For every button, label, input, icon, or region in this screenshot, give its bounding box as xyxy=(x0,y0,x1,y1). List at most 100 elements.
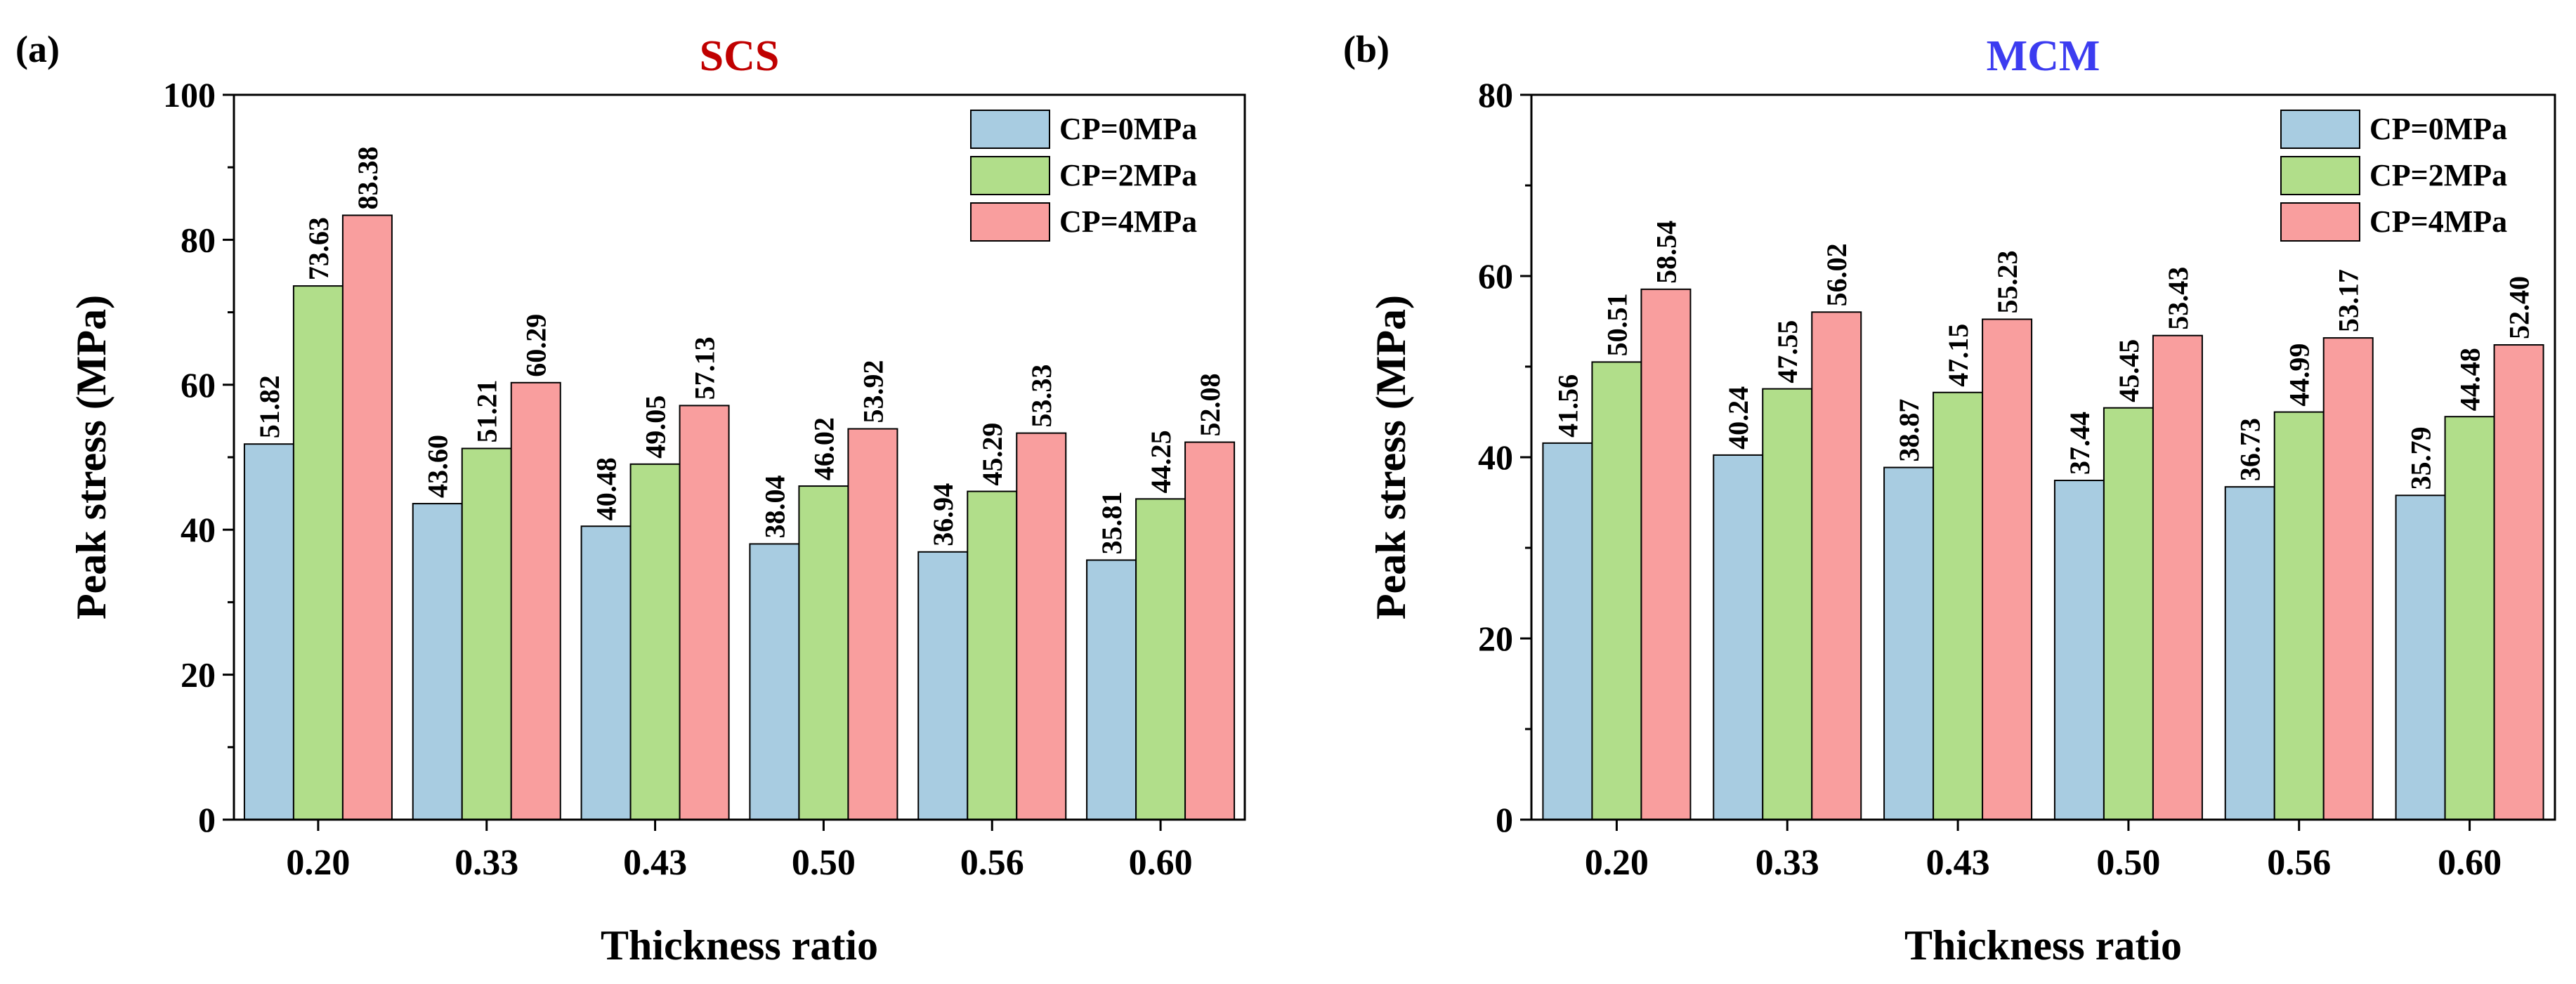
bar-cp-4mpa-0.56 xyxy=(2322,337,2374,820)
data-label: 36.94 xyxy=(927,483,959,546)
bar-cp-0mpa-0.56 xyxy=(917,551,969,820)
data-label: 44.25 xyxy=(1145,430,1177,493)
data-label: 73.63 xyxy=(303,217,334,280)
data-label: 45.45 xyxy=(2113,339,2145,402)
x-axis-label: Thickness ratio xyxy=(601,922,878,969)
x-tick-label: 0.56 xyxy=(960,843,1024,883)
bar-cp-4mpa-0.60 xyxy=(2493,344,2544,821)
bar-cp-4mpa-0.50 xyxy=(2152,334,2203,820)
legend-label: CP=0MPa xyxy=(1059,112,1197,146)
bar-cp-0mpa-0.50 xyxy=(2053,480,2105,820)
y-tick-label: 60 xyxy=(181,365,216,405)
bar-cp-0mpa-0.20 xyxy=(1542,442,1593,820)
chart-title: MCM xyxy=(1987,32,2100,80)
data-label: 41.56 xyxy=(1552,374,1583,438)
bar-cp-2mpa-0.20 xyxy=(292,285,344,820)
data-label: 37.44 xyxy=(2064,412,2096,475)
legend-label: CP=4MPa xyxy=(2369,204,2507,239)
x-tick-label: 0.56 xyxy=(2267,843,2331,883)
bar-cp-0mpa-0.60 xyxy=(1086,559,1137,820)
bar-cp-4mpa-0.33 xyxy=(510,381,561,820)
x-tick-label: 0.43 xyxy=(623,843,687,883)
y-tick-label: 60 xyxy=(1478,256,1513,296)
data-label: 58.54 xyxy=(1650,221,1682,284)
bar-cp-0mpa-0.20 xyxy=(243,443,294,820)
data-label: 53.43 xyxy=(2162,267,2194,330)
y-tick-label: 20 xyxy=(181,655,216,695)
data-label: 60.29 xyxy=(521,314,552,377)
legend-label: CP=2MPa xyxy=(2369,158,2507,192)
data-label: 38.87 xyxy=(1893,399,1925,462)
data-label: 44.48 xyxy=(2454,348,2486,411)
legend-swatch xyxy=(970,156,1050,195)
data-label: 46.02 xyxy=(808,417,839,480)
y-tick-label: 80 xyxy=(181,220,216,259)
data-label: 35.81 xyxy=(1096,491,1127,554)
data-label: 43.60 xyxy=(422,435,454,498)
data-label: 57.13 xyxy=(689,336,721,400)
panel-label: (a) xyxy=(15,28,60,70)
x-tick-label: 0.20 xyxy=(286,843,350,883)
y-tick-label: 80 xyxy=(1478,75,1513,114)
data-label: 47.15 xyxy=(1942,324,1974,387)
y-tick-label: 20 xyxy=(1478,619,1513,658)
bar-cp-0mpa-0.43 xyxy=(580,525,632,820)
data-label: 53.17 xyxy=(2333,269,2365,332)
bar-cp-2mpa-0.56 xyxy=(967,490,1018,820)
legend: CP=0MPa CP=2MPa CP=4MPa xyxy=(2280,110,2507,242)
x-tick-label: 0.20 xyxy=(1585,843,1649,883)
y-tick-label: 0 xyxy=(1496,800,1513,839)
data-label: 40.48 xyxy=(591,457,622,520)
bar-cp-0mpa-0.50 xyxy=(749,543,800,820)
bar-cp-4mpa-0.20 xyxy=(341,214,393,821)
data-label: 53.92 xyxy=(857,360,889,424)
plot-frame xyxy=(233,93,1246,821)
legend-label: CP=4MPa xyxy=(1059,204,1197,239)
data-label: 44.99 xyxy=(2284,343,2315,407)
panel-label: (b) xyxy=(1343,28,1390,70)
bar-cp-4mpa-0.20 xyxy=(1640,288,1692,821)
bar-cp-2mpa-0.20 xyxy=(1591,361,1642,820)
chart-title: SCS xyxy=(700,32,780,80)
bar-cp-0mpa-0.43 xyxy=(1883,466,1935,821)
y-axis-label: Peak stress (MPa) xyxy=(68,295,115,619)
bar-cp-4mpa-0.50 xyxy=(847,428,898,820)
data-label: 50.51 xyxy=(1601,293,1633,356)
bar-cp-0mpa-0.56 xyxy=(2224,486,2275,820)
bar-cp-4mpa-0.56 xyxy=(1016,432,1067,820)
legend-swatch xyxy=(2280,202,2360,242)
y-tick-label: 40 xyxy=(181,510,216,549)
bar-cp-2mpa-0.33 xyxy=(1762,388,1813,820)
data-label: 83.38 xyxy=(352,147,384,210)
bar-cp-2mpa-0.50 xyxy=(798,485,849,820)
bar-cp-4mpa-0.33 xyxy=(1811,311,1862,821)
x-tick-label: 0.33 xyxy=(455,843,518,883)
data-label: 53.33 xyxy=(1026,365,1057,428)
data-label: 38.04 xyxy=(759,475,790,538)
y-tick-label: 0 xyxy=(198,800,216,839)
data-label: 49.05 xyxy=(640,395,672,459)
legend-label: CP=0MPa xyxy=(2369,112,2507,146)
legend-label: CP=2MPa xyxy=(1059,158,1197,192)
legend-swatch xyxy=(970,110,1050,149)
x-tick-label: 0.60 xyxy=(2438,843,2502,883)
data-label: 52.40 xyxy=(2504,276,2535,339)
plot-frame xyxy=(1530,93,2556,821)
bar-cp-4mpa-0.60 xyxy=(1184,441,1236,820)
bar-cp-0mpa-0.60 xyxy=(2395,494,2446,821)
y-axis-label: Peak stress (MPa) xyxy=(1368,295,1414,619)
legend-swatch xyxy=(2280,110,2360,149)
chart-panel-1: (b) MCM 41.56 50.51 58.54 0.20 40.24 47.55 56.02… xyxy=(1343,28,2556,969)
data-label: 45.29 xyxy=(976,423,1008,486)
data-label: 47.55 xyxy=(1772,320,1803,383)
y-tick-label: 100 xyxy=(163,75,216,114)
x-tick-label: 0.50 xyxy=(2096,843,2160,883)
data-label: 40.24 xyxy=(1722,386,1754,450)
bar-cp-2mpa-0.43 xyxy=(1933,391,1984,820)
chart-panel-0: (a) SCS 51.82 73.63 83.38 0.20 43.60 51.21 60.29… xyxy=(15,28,1246,969)
bar-cp-2mpa-0.43 xyxy=(629,463,681,821)
x-tick-label: 0.43 xyxy=(1926,843,1990,883)
data-label: 56.02 xyxy=(1821,243,1852,306)
y-tick-label: 40 xyxy=(1478,438,1513,477)
